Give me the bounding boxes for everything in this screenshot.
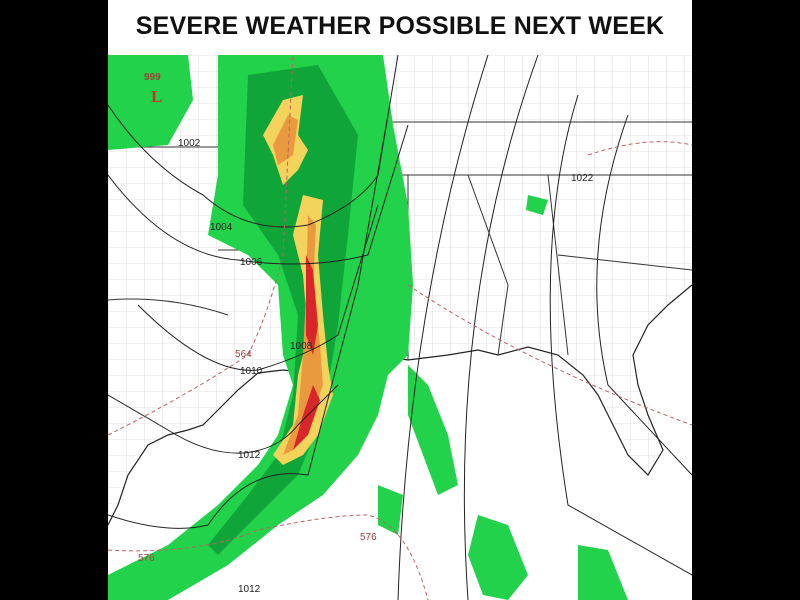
isobar-label: 1012 [238, 584, 261, 595]
isobar-label: 1004 [210, 222, 233, 233]
isobars [108, 55, 692, 600]
isobar-label: 1008 [290, 341, 313, 352]
weather-map: 999 L 1002 1004 1006 1008 1010 1012 1012… [108, 55, 692, 600]
coastline [108, 284, 692, 526]
headline-title: SEVERE WEATHER POSSIBLE NEXT WEEK [135, 12, 665, 40]
precipitation-band [108, 55, 628, 600]
isobar-label: 1010 [240, 366, 263, 377]
height-label: 576 [360, 532, 377, 543]
height-contours [108, 55, 692, 600]
isobar-label: 1022 [571, 173, 594, 184]
isobar-label: 1006 [240, 257, 263, 268]
height-label: 576 [138, 553, 155, 564]
isobar-label: 1002 [178, 138, 201, 149]
low-pressure-symbol: L [151, 87, 162, 106]
isobar-label: 1012 [238, 450, 261, 461]
map-panel: SEVERE WEATHER POSSIBLE NEXT WEEK [108, 0, 692, 600]
height-label: 564 [235, 349, 252, 360]
low-pressure-value: 999 [144, 72, 161, 83]
